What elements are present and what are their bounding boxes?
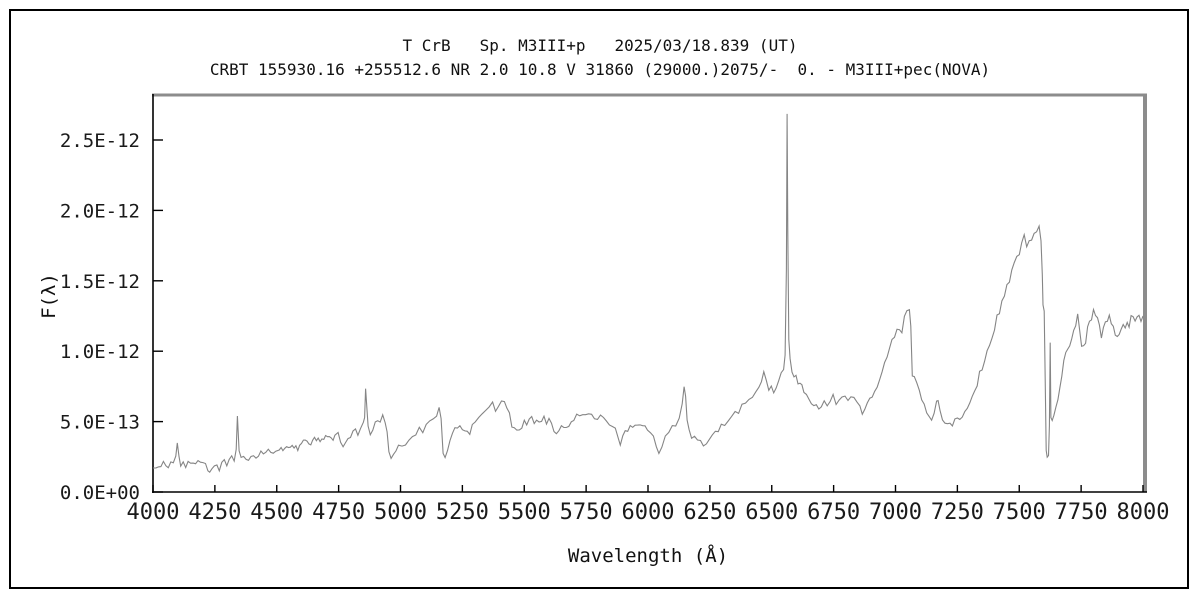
spectrum-line [152,113,1144,474]
x-tick-label: 4250 [188,500,241,525]
y-tick-label: 2.0E-12 [60,200,140,222]
y-tick-label: 2.5E-12 [60,130,140,152]
y-tick-label: 0.0E+00 [60,482,140,504]
x-tick-label: 7750 [1055,500,1108,525]
x-tick-label: 4500 [250,500,303,525]
x-tick-label: 7250 [931,500,984,525]
x-tick-label: 7500 [993,500,1046,525]
x-tick-label: 6750 [807,500,860,525]
x-axis-title: Wavelength (Å) [567,545,729,567]
y-axis-title: F(λ) [38,273,60,319]
chart-title: T CrB Sp. M3III+p 2025/03/18.839 (UT) [402,36,798,55]
y-tick-label: 5.0E-13 [60,412,140,434]
x-tick-label: 5250 [436,500,489,525]
x-tick-label: 6000 [622,500,675,525]
x-tick-label: 6500 [745,500,798,525]
x-tick-label: 5500 [498,500,551,525]
y-tick-label: 1.0E-12 [60,341,140,363]
x-tick-label: 6250 [683,500,736,525]
x-tick-label: 4750 [312,500,365,525]
x-tick-label: 8000 [1117,500,1170,525]
chart-subtitle: CRBT 155930.16 +255512.6 NR 2.0 10.8 V 3… [209,60,991,79]
x-tick-label: 7000 [869,500,922,525]
x-tick-label: 4000 [127,500,180,525]
x-tick-label: 5000 [374,500,427,525]
x-tick-label: 5750 [560,500,613,525]
y-tick-label: 1.5E-12 [60,271,140,293]
